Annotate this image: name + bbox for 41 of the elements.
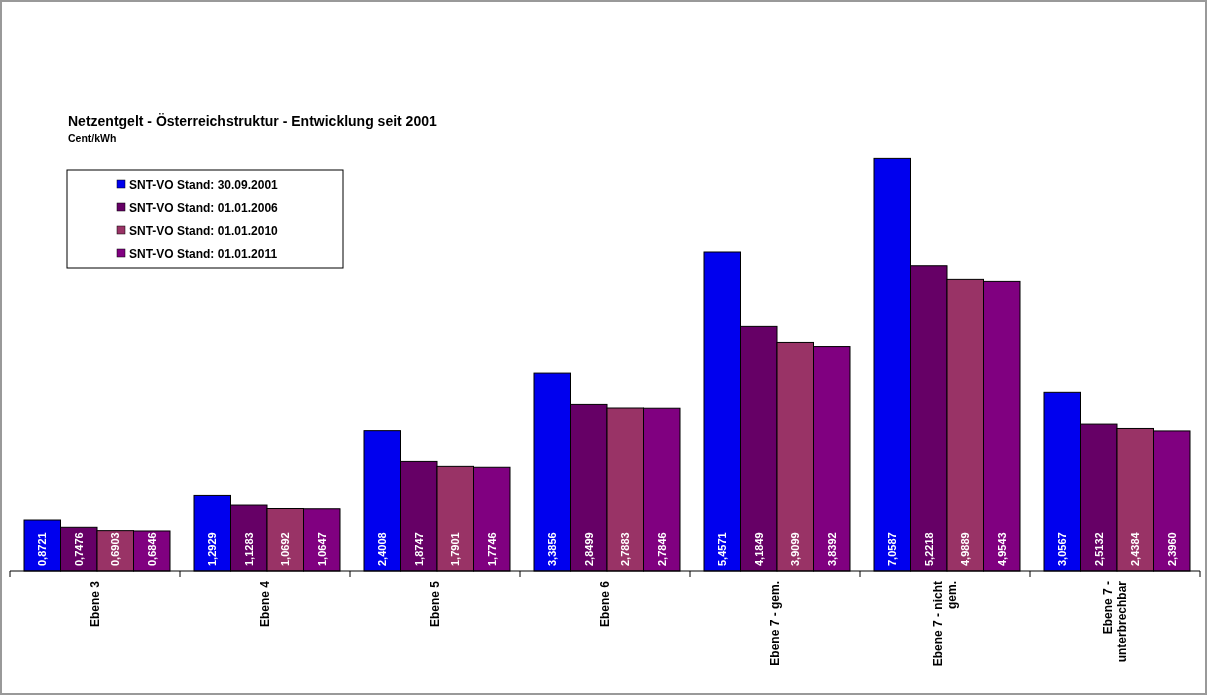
data-label: 0,6903 (109, 532, 122, 566)
data-label: 2,4008 (376, 532, 389, 566)
x-tick-label: Ebene 5 (428, 580, 442, 628)
data-label: 0,8721 (36, 532, 49, 566)
x-tick-label: Ebene 7 - nicht gem. (931, 581, 959, 667)
data-label: 4,9543 (995, 532, 1008, 566)
data-label: 4,9889 (959, 532, 972, 566)
chart-title: Netzentgelt - Österreichstruktur - Entwicklung seit 2001 (68, 113, 437, 129)
data-label: 1,2929 (206, 532, 219, 566)
data-label: 1,0692 (279, 532, 292, 566)
data-label: 2,7846 (655, 532, 668, 566)
data-label: 2,5132 (1092, 532, 1105, 566)
legend-label: SNT-VO Stand: 01.01.2006 (129, 201, 279, 215)
x-tick-label: Ebene 4 (258, 580, 272, 628)
data-label: 5,4571 (716, 532, 729, 566)
data-label: 5,2218 (922, 532, 935, 566)
data-label: 0,6846 (145, 532, 158, 566)
data-label: 3,0567 (1056, 532, 1069, 566)
data-label: 2,3960 (1165, 532, 1178, 566)
data-label: 1,1283 (242, 532, 255, 566)
data-label: 2,7883 (619, 532, 632, 566)
chart-subtitle: Cent/kWh (68, 132, 117, 144)
x-tick-label: Ebene 6 (598, 580, 612, 628)
data-label: 3,8392 (825, 532, 838, 566)
data-label: 1,8747 (412, 532, 425, 566)
data-label: 7,0587 (886, 532, 899, 566)
legend-label: SNT-VO Stand: 01.01.2010 (129, 224, 279, 238)
data-label: 2,8499 (582, 532, 595, 566)
x-tick-label: Ebene 7 - unterbrechbar (1101, 580, 1129, 663)
data-label: 1,7746 (485, 532, 498, 566)
data-label: 1,7901 (449, 532, 462, 566)
legend-label: SNT-VO Stand: 01.01.2011 (129, 247, 278, 261)
data-label: 2,4384 (1129, 531, 1142, 566)
data-label: 3,9099 (789, 532, 802, 566)
data-label: 4,1849 (752, 532, 765, 566)
x-tick-label: Ebene 7 - gem. (768, 581, 782, 666)
x-tick-label: Ebene 3 (88, 580, 102, 628)
data-label: 1,0647 (315, 532, 328, 566)
legend-label: SNT-VO Stand: 30.09.2001 (129, 178, 279, 192)
data-label: 3,3856 (546, 532, 559, 566)
data-label: 0,7476 (72, 532, 85, 566)
